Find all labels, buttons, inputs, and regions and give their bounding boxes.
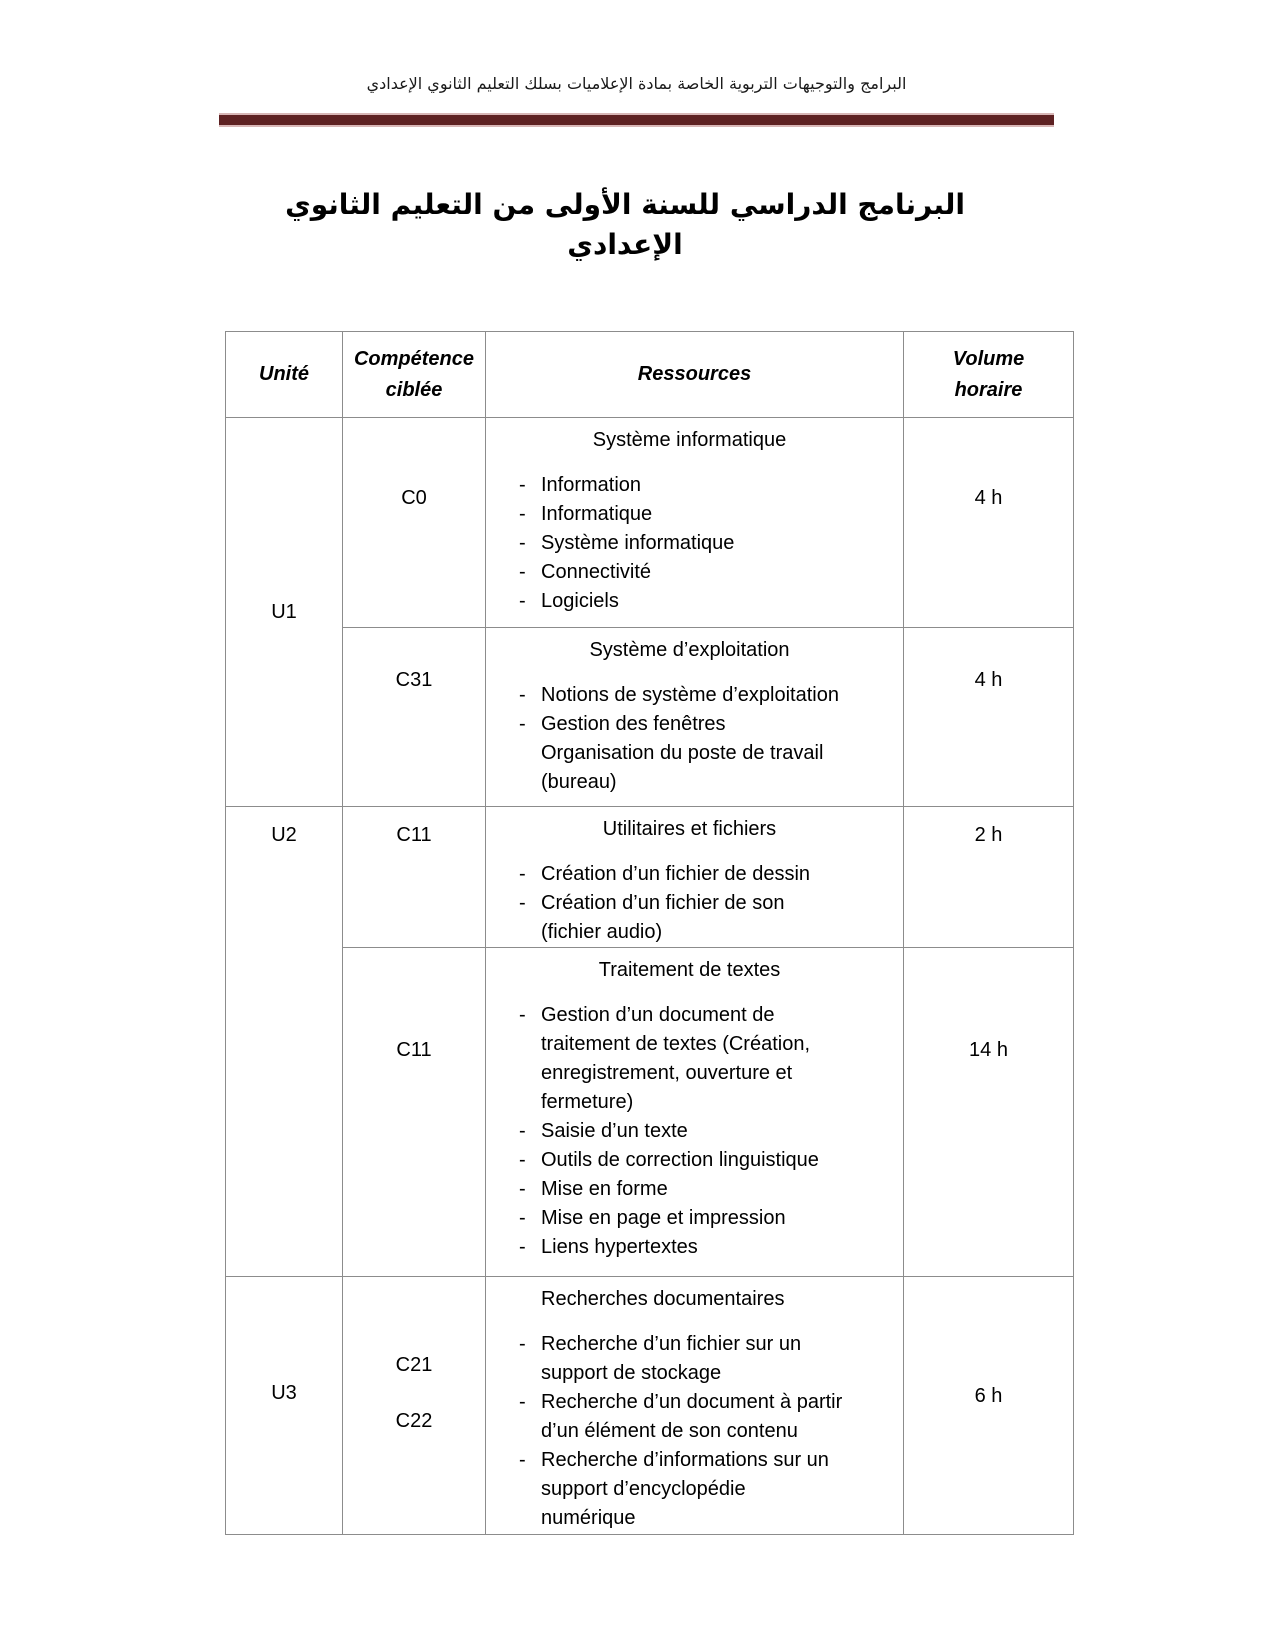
resource-title: Système informatique <box>592 429 787 451</box>
header-divider-rule <box>219 113 1054 127</box>
resource-item: - Saisie d’un texte <box>487 1117 894 1146</box>
resource-item-text: Système informatique <box>541 532 735 554</box>
resource-title: Recherches documentaires <box>541 1288 785 1310</box>
dash-marker: - <box>519 684 526 706</box>
dash-marker: - <box>519 863 526 885</box>
resource-item: - Connectivité <box>487 558 894 587</box>
resource-item: - Mise en page et impression <box>487 1204 894 1233</box>
dash-marker: - <box>519 532 526 554</box>
resource-item: - Liens hypertextes <box>487 1233 894 1262</box>
table-row: U1 C0 Système informatique - Information … <box>225 417 1074 807</box>
page-header-note: البرامج والتوجيهات التربوية الخاصة بمادة… <box>366 74 907 93</box>
competence-cell-c11: C11 <box>342 806 486 948</box>
col-header-unite: Unité <box>225 331 343 418</box>
resource-item: - Information <box>487 471 894 500</box>
resources-cell-recherches: Recherches documentaires - Recherche d’un… <box>485 1276 904 1535</box>
resource-item: Organisation du poste de travail (bureau… <box>487 739 894 797</box>
competence-cell-c0: C0 <box>342 417 486 628</box>
dash-marker: - <box>519 590 526 612</box>
resource-item-text: Outils de correction linguistique <box>541 1149 819 1171</box>
col-header-ressources: Ressources <box>485 331 904 418</box>
dash-marker: - <box>519 1236 526 1258</box>
dash-marker: - <box>519 1391 526 1413</box>
resource-item: - Gestion des fenêtres <box>487 710 894 739</box>
volume-cell: 4 h <box>903 417 1074 628</box>
program-table: Unité Compétence ciblée Ressources Volum… <box>225 331 1074 1535</box>
resource-item-text: Création d’un fichier de dessin <box>541 863 811 885</box>
resource-item-text: Recherche d’un document à partir d’un él… <box>541 1391 843 1442</box>
competence-label: C21 <box>395 1354 433 1376</box>
resource-item: - Création d’un fichier de dessin <box>487 860 894 889</box>
resource-item: - Mise en forme <box>487 1175 894 1204</box>
competence-cell-c31: C31 <box>342 627 486 807</box>
resource-item: - Recherche d’informations sur un support… <box>487 1446 894 1533</box>
resource-item-text: Liens hypertextes <box>541 1236 698 1258</box>
resources-cell-utilitaires: Utilitaires et fichiers - Création d’un f… <box>485 806 904 948</box>
dash-marker: - <box>519 892 526 914</box>
resource-item-text: Création d’un fichier de son (fichier au… <box>541 892 785 943</box>
col-header-volume: Volume horaire <box>903 331 1074 418</box>
competence-label: C22 <box>395 1410 433 1432</box>
resource-item: - Recherche d’un document à partir d’un é… <box>487 1388 894 1446</box>
resource-item-text: Informatique <box>541 503 653 525</box>
unit-cell-u2: U2 <box>225 806 343 1277</box>
table-row: C11 Traitement de textes - Gestion d’un d… <box>226 947 1074 1277</box>
dash-marker: - <box>519 1149 526 1171</box>
table-row: U3 C21 C22 Recherches documentaires - Rec… <box>225 1276 1074 1535</box>
resource-item-text: Mise en page et impression <box>541 1207 786 1229</box>
dash-marker: - <box>519 1120 526 1142</box>
competence-cell-c11b: C11 <box>342 947 486 1277</box>
resource-item: - Système informatique <box>487 529 894 558</box>
competence-cell-c21-c22: C21 C22 <box>342 1276 486 1535</box>
table-header-row: Unité Compétence ciblée Ressources Volum… <box>225 331 1074 418</box>
resource-item-text: Organisation du poste de travail (bureau… <box>541 742 824 793</box>
resource-item-text: Recherche d’informations sur un support … <box>541 1449 829 1529</box>
resource-item: - Logiciels <box>487 587 894 616</box>
resource-item-text: Information <box>541 474 642 496</box>
resource-item: - Gestion d’un document de traitement de … <box>487 1001 894 1117</box>
resources-cell-systeme-exploitation: Système d’exploitation - Notions de systè… <box>485 627 904 807</box>
unit-cell-u3: U3 <box>225 1276 343 1535</box>
dash-marker: - <box>519 1207 526 1229</box>
dash-marker: - <box>519 1178 526 1200</box>
table-row: C31 Système d’exploitation - Notions de s… <box>226 627 1074 807</box>
dash-marker: - <box>519 561 526 583</box>
resource-item: - Recherche d’un fichier sur un support d… <box>487 1330 894 1388</box>
resource-item-text: Connectivité <box>541 561 652 583</box>
page-title: البرنامج الدراسي للسنة الأولى من التعليم… <box>285 188 965 261</box>
resource-item-text: Mise en forme <box>541 1178 668 1200</box>
volume-cell: 6 h <box>903 1276 1074 1535</box>
resource-title: Utilitaires et fichiers <box>602 818 777 840</box>
resource-item: - Création d’un fichier de son (fichier a… <box>487 889 894 947</box>
dash-marker: - <box>519 503 526 525</box>
dash-marker: - <box>519 713 526 735</box>
resource-item-text: Saisie d’un texte <box>541 1120 688 1142</box>
resource-item-text: Logiciels <box>541 590 619 612</box>
resource-item: - Outils de correction linguistique <box>487 1146 894 1175</box>
resource-item-text: Gestion d’un document de traitement de t… <box>541 1004 811 1113</box>
resource-item-text: Recherche d’un fichier sur un support de… <box>541 1333 802 1384</box>
dash-marker <box>519 739 541 797</box>
resource-title: Traitement de textes <box>598 959 781 981</box>
resources-cell-traitement-textes: Traitement de textes - Gestion d’un docum… <box>485 947 904 1277</box>
dash-marker: - <box>519 474 526 496</box>
resource-item: - Informatique <box>487 500 894 529</box>
resource-title: Système d’exploitation <box>589 639 790 661</box>
volume-cell: 14 h <box>903 947 1074 1277</box>
resource-item-text: Notions de système d’exploitation <box>541 684 839 706</box>
col-header-competence: Compétence ciblée <box>342 331 486 418</box>
dash-marker: - <box>519 1333 526 1355</box>
volume-cell: 2 h <box>903 806 1074 948</box>
volume-cell: 4 h <box>903 627 1074 807</box>
unit-cell-u1: U1 <box>225 417 343 807</box>
resources-cell-systeme-informatique: Système informatique - Information - Infor… <box>485 417 904 628</box>
resource-item: - Notions de système d’exploitation <box>487 681 894 710</box>
dash-marker: - <box>519 1449 526 1471</box>
resource-item-text: Gestion des fenêtres <box>541 713 726 735</box>
table-row: U2 C11 Utilitaires et fichiers - Création… <box>225 806 1074 1277</box>
dash-marker: - <box>519 1004 526 1026</box>
